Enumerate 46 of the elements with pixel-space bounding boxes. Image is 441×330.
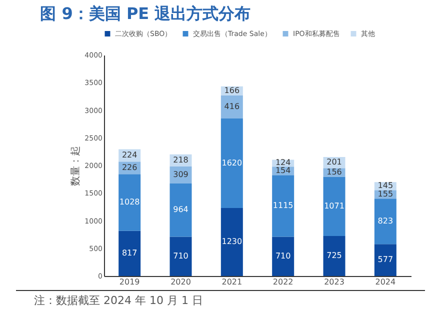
bar	[220, 96, 243, 119]
bar	[170, 236, 192, 276]
data-label: 1028	[119, 197, 140, 206]
data-label: 155	[378, 189, 394, 198]
x-tick-label: 2020	[170, 278, 191, 286]
data-label: 964	[173, 205, 188, 214]
data-label: 710	[173, 251, 188, 260]
bar	[220, 208, 243, 276]
data-label: 416	[224, 102, 240, 112]
data-label: 577	[378, 255, 394, 264]
bar	[374, 198, 396, 244]
data-label: 817	[122, 248, 138, 258]
data-label: 309	[173, 170, 188, 179]
data-label: 1071	[324, 201, 344, 210]
bar	[323, 176, 346, 236]
data-label: 1620	[222, 158, 242, 168]
x-tick-label: 2021	[222, 278, 242, 286]
bar	[272, 175, 294, 237]
bar	[118, 174, 141, 231]
chart-title: 图 9：美国 PE 退出方式分布	[40, 4, 251, 23]
bar	[374, 244, 396, 276]
bar	[220, 118, 243, 208]
data-label: 1230	[222, 237, 242, 246]
data-label: 201	[326, 158, 342, 167]
x-tick-label: 2023	[324, 278, 344, 286]
data-label: 224	[122, 150, 138, 160]
data-label: 124	[275, 158, 291, 168]
data-label: 156	[326, 167, 342, 176]
data-label: 145	[378, 181, 394, 190]
x-tick-label: 2022	[272, 278, 294, 286]
x-tick-label: 2024	[375, 278, 396, 286]
y-axis-title: 数量：起	[70, 146, 82, 186]
data-label: 166	[224, 86, 240, 95]
data-label: 226	[122, 162, 138, 172]
data-label: 1115	[272, 200, 294, 210]
data-label: 710	[275, 251, 291, 260]
bar	[170, 184, 192, 237]
data-label: 218	[173, 155, 188, 164]
data-label: 154	[275, 166, 291, 175]
data-label: 823	[378, 216, 394, 226]
bar	[272, 236, 294, 276]
x-tick-label: 2019	[119, 278, 140, 286]
bar	[323, 236, 346, 276]
text: 注：数据截至 2024 年 10 月 1 日	[34, 293, 204, 308]
bar	[118, 230, 141, 276]
data-label: 725	[326, 250, 342, 260]
